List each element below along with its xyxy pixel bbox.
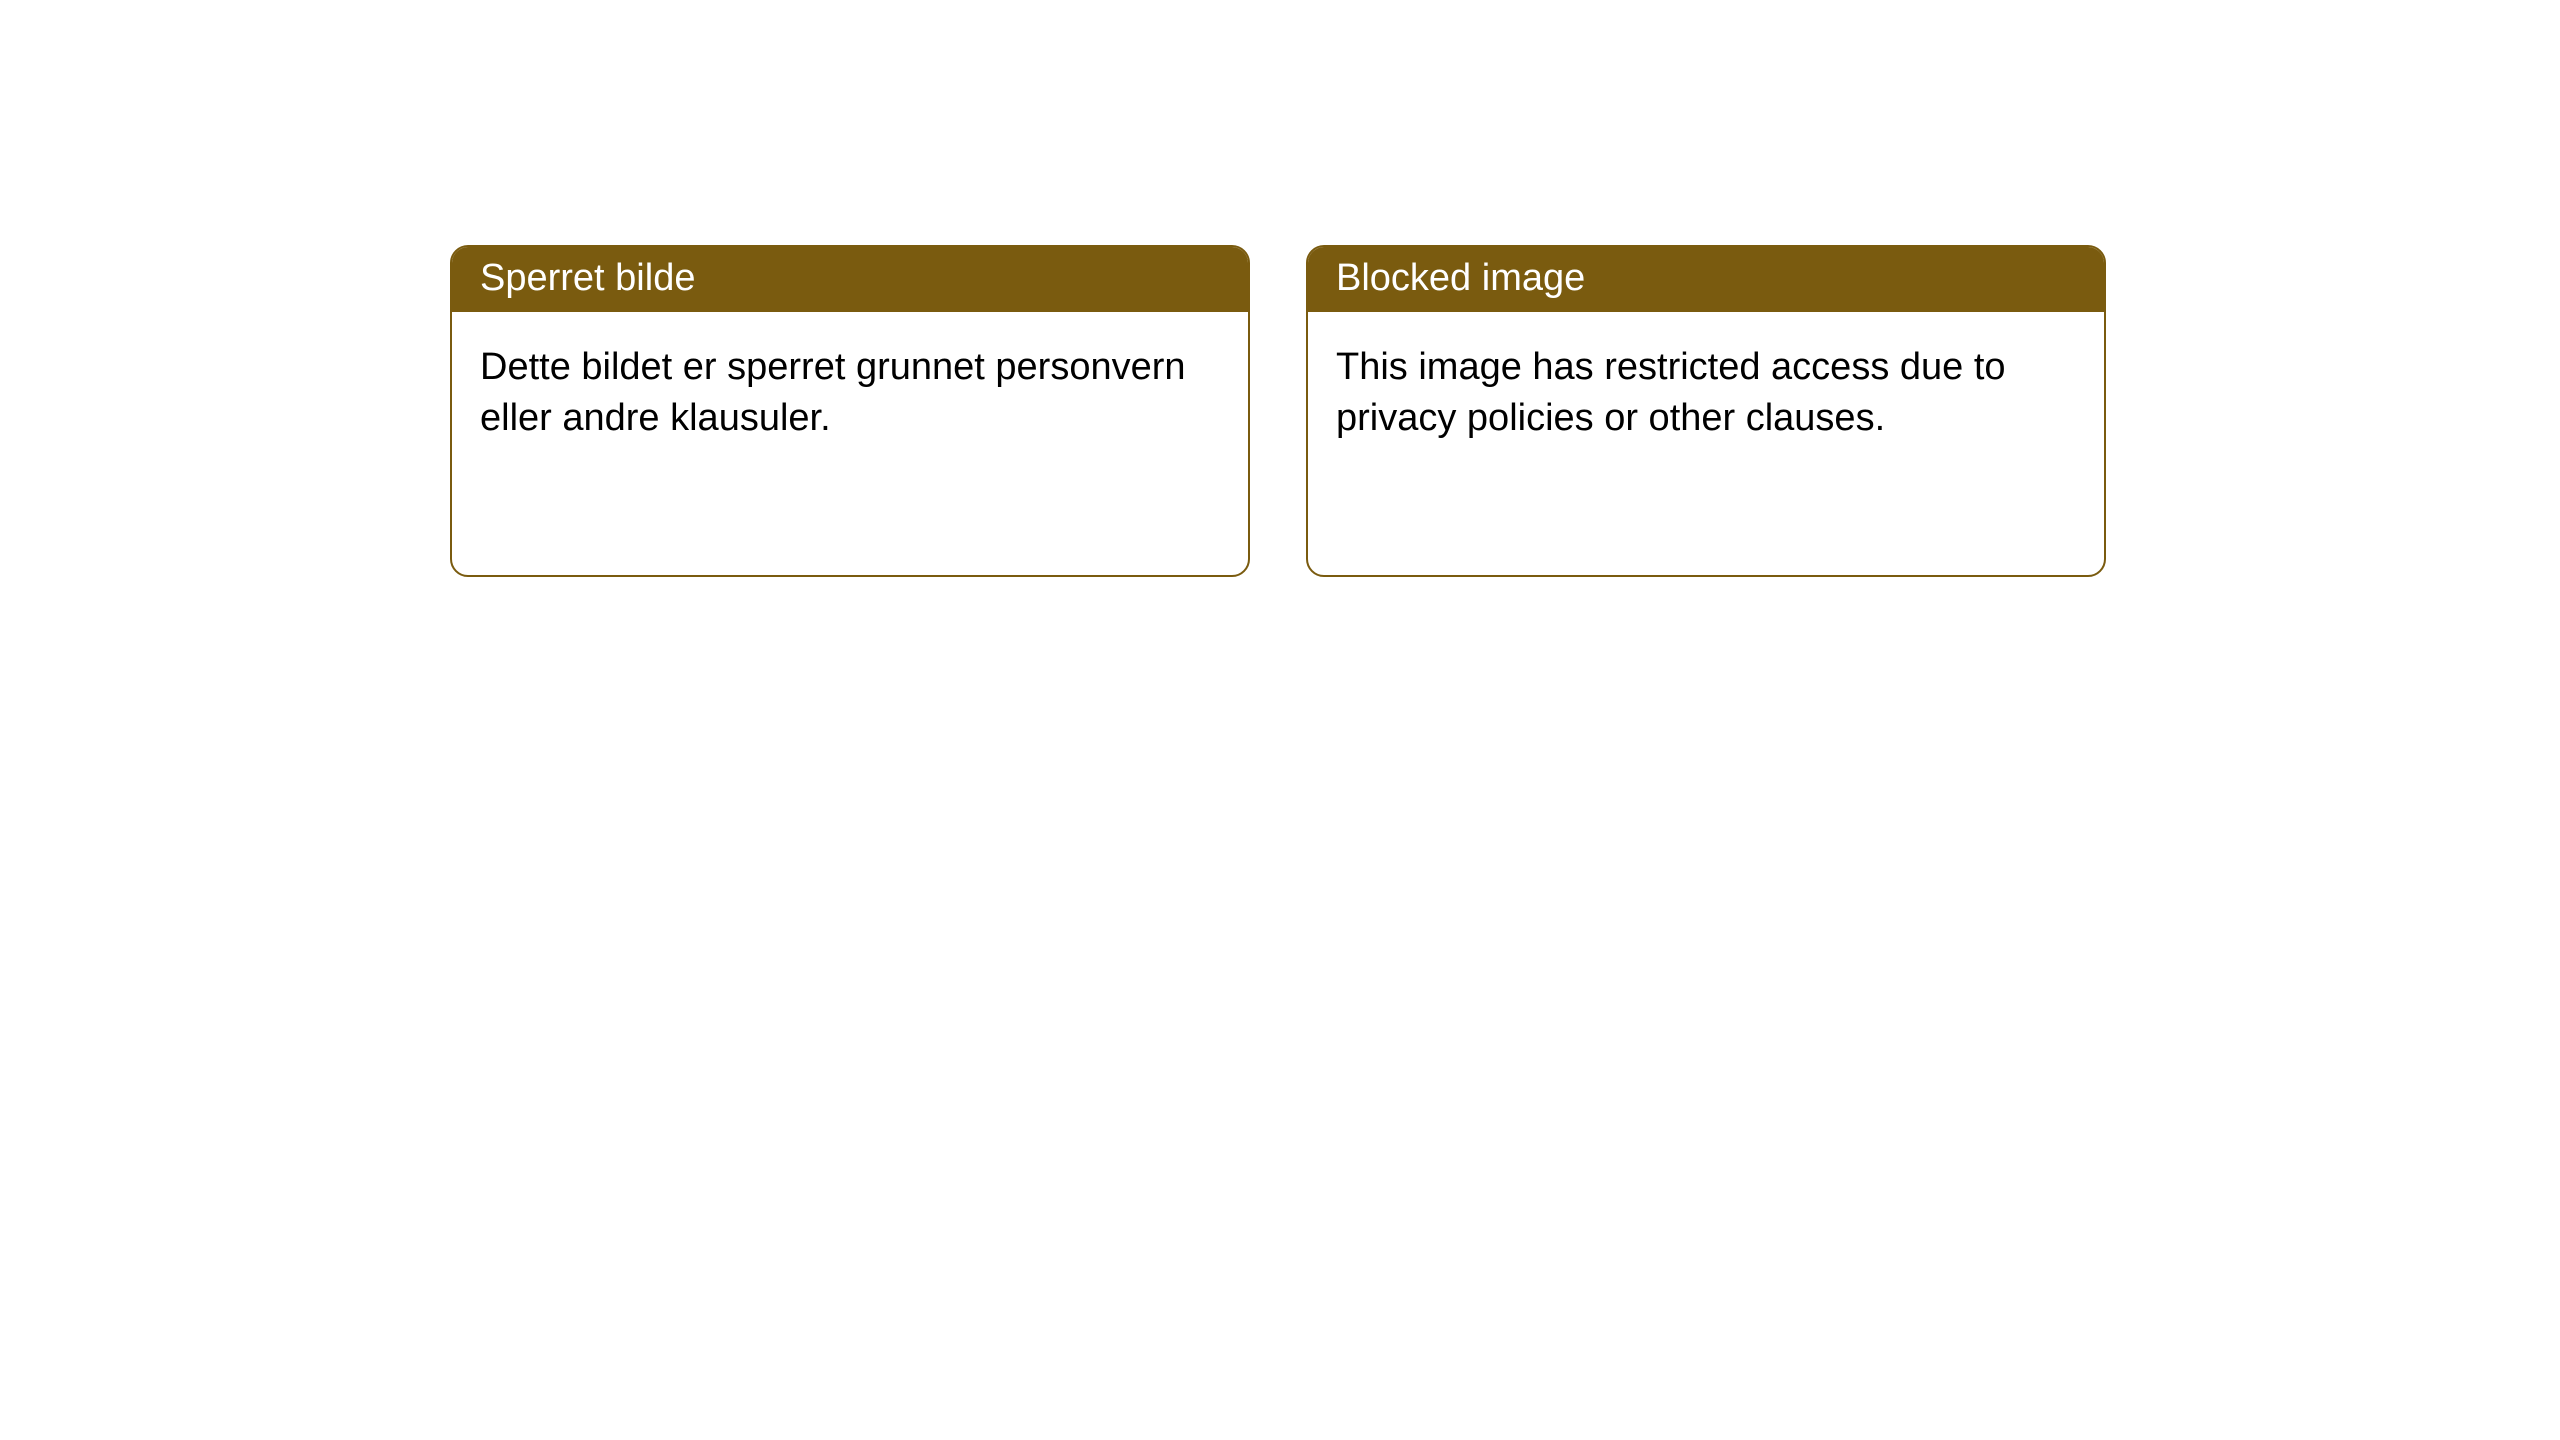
notice-body-norwegian: Dette bildet er sperret grunnet personve… bbox=[452, 312, 1248, 475]
notice-header-norwegian: Sperret bilde bbox=[452, 247, 1248, 312]
notice-header-english: Blocked image bbox=[1308, 247, 2104, 312]
notice-card-english: Blocked image This image has restricted … bbox=[1306, 245, 2106, 577]
notice-body-english: This image has restricted access due to … bbox=[1308, 312, 2104, 475]
notice-card-norwegian: Sperret bilde Dette bildet er sperret gr… bbox=[450, 245, 1250, 577]
notice-container: Sperret bilde Dette bildet er sperret gr… bbox=[0, 0, 2560, 577]
